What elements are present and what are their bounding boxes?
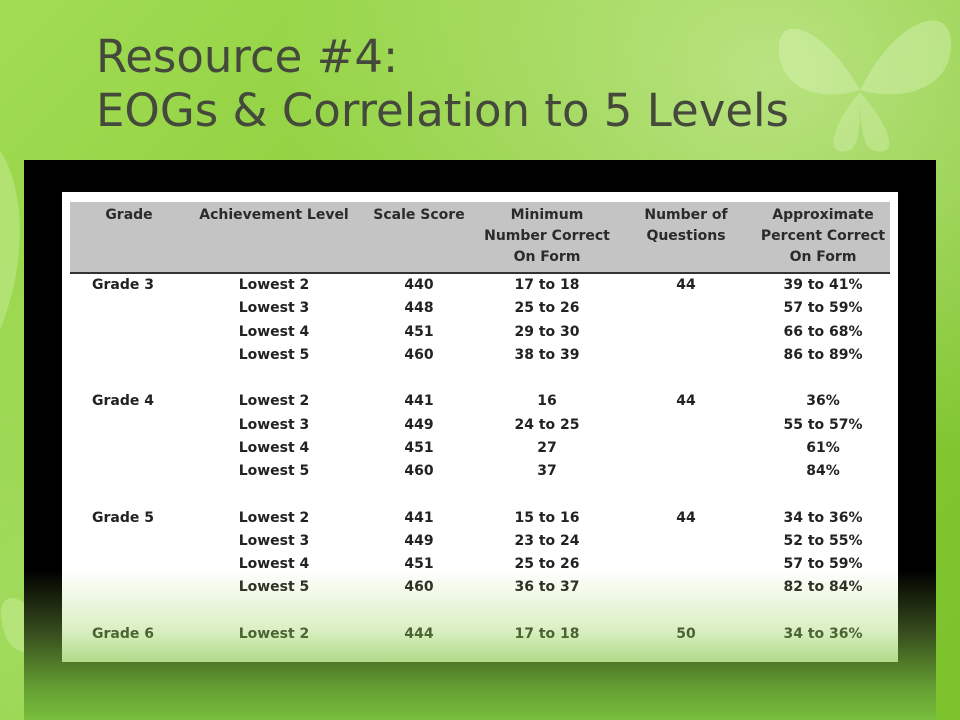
level-cell: Lowest 4 bbox=[238, 439, 310, 456]
table-row: Grade 4 Lowest 2 441 16 44 36% bbox=[70, 390, 890, 413]
level-cell: Lowest 5 bbox=[238, 579, 310, 596]
score-cell: 441 bbox=[404, 509, 434, 526]
minimum-cell: 25 to 26 bbox=[514, 300, 580, 317]
slide-title: Resource #4: EOGs & Correlation to 5 Lev… bbox=[96, 30, 789, 138]
table-row: Lowest 3 449 24 to 25 55 to 57% bbox=[70, 413, 890, 436]
group-spacer bbox=[70, 367, 890, 390]
level-cell: Lowest 3 bbox=[238, 416, 310, 433]
questions-cell: 44 bbox=[676, 277, 696, 294]
grade-cell: Grade 5 bbox=[92, 509, 154, 526]
score-cell: 451 bbox=[404, 439, 434, 456]
eog-table-sheet: Grade Achievement Level Scale Score Mini… bbox=[62, 192, 898, 662]
score-cell: 444 bbox=[404, 625, 434, 642]
header-minimum-correct: Minimum Number Correct On Form bbox=[478, 202, 616, 274]
minimum-cell: 25 to 26 bbox=[514, 556, 580, 573]
table-row: Grade 5 Lowest 2 441 15 to 16 44 34 to 3… bbox=[70, 506, 890, 529]
percent-cell: 52 to 55% bbox=[783, 532, 863, 549]
level-cell: Lowest 2 bbox=[238, 625, 310, 642]
questions-cell: 44 bbox=[676, 393, 696, 410]
percent-cell: 57 to 59% bbox=[783, 300, 863, 317]
minimum-cell: 24 to 25 bbox=[514, 416, 580, 433]
leaf-decoration bbox=[0, 150, 20, 330]
score-cell: 460 bbox=[404, 463, 434, 480]
grade-cell: Grade 4 bbox=[92, 393, 154, 410]
table-row: Lowest 4 451 25 to 26 57 to 59% bbox=[70, 553, 890, 576]
table-row: Lowest 4 451 27 61% bbox=[70, 437, 890, 460]
table-row: Lowest 5 460 38 to 39 86 to 89% bbox=[70, 344, 890, 367]
percent-cell: 82 to 84% bbox=[783, 579, 863, 596]
level-cell: Lowest 2 bbox=[238, 509, 310, 526]
table-row: Lowest 3 448 25 to 26 57 to 59% bbox=[70, 297, 890, 320]
score-cell: 451 bbox=[404, 556, 434, 573]
slide-title-line-2: EOGs & Correlation to 5 Levels bbox=[96, 84, 789, 137]
header-approximate-percent: Approximate Percent Correct On Form bbox=[756, 202, 890, 274]
grade-cell: Grade 3 bbox=[92, 277, 154, 294]
minimum-cell: 17 to 18 bbox=[514, 625, 580, 642]
header-number-of-questions: Number of Questions bbox=[616, 202, 756, 274]
percent-cell: 36% bbox=[806, 393, 840, 410]
header-grade: Grade bbox=[70, 202, 188, 274]
level-cell: Lowest 5 bbox=[238, 347, 310, 364]
slide-title-line-1: Resource #4: bbox=[96, 30, 399, 83]
percent-cell: 66 to 68% bbox=[783, 323, 863, 340]
minimum-cell: 27 bbox=[537, 439, 557, 456]
minimum-cell: 37 bbox=[537, 463, 557, 480]
header-achievement-level: Achievement Level bbox=[188, 202, 360, 274]
percent-cell: 39 to 41% bbox=[783, 277, 863, 294]
table-row: Lowest 5 460 36 to 37 82 to 84% bbox=[70, 576, 890, 599]
score-cell: 441 bbox=[404, 393, 434, 410]
score-cell: 449 bbox=[404, 532, 434, 549]
percent-cell: 84% bbox=[806, 463, 840, 480]
questions-cell: 50 bbox=[676, 625, 696, 642]
level-cell: Lowest 2 bbox=[238, 277, 310, 294]
percent-cell: 61% bbox=[806, 439, 840, 456]
score-cell: 449 bbox=[404, 416, 434, 433]
score-cell: 448 bbox=[404, 300, 434, 317]
level-cell: Lowest 3 bbox=[238, 532, 310, 549]
minimum-cell: 36 to 37 bbox=[514, 579, 580, 596]
minimum-cell: 23 to 24 bbox=[514, 532, 580, 549]
level-cell: Lowest 4 bbox=[238, 323, 310, 340]
minimum-cell: 29 to 30 bbox=[514, 323, 580, 340]
table-row: Lowest 3 449 23 to 24 52 to 55% bbox=[70, 530, 890, 553]
percent-cell: 86 to 89% bbox=[783, 347, 863, 364]
table-row: Lowest 4 451 29 to 30 66 to 68% bbox=[70, 321, 890, 344]
butterfly-decoration-right bbox=[778, 20, 952, 152]
group-spacer bbox=[70, 600, 890, 623]
score-cell: 460 bbox=[404, 347, 434, 364]
eog-levels-table: Grade Achievement Level Scale Score Mini… bbox=[70, 202, 890, 646]
level-cell: Lowest 3 bbox=[238, 300, 310, 317]
percent-cell: 57 to 59% bbox=[783, 556, 863, 573]
minimum-cell: 38 to 39 bbox=[514, 347, 580, 364]
group-spacer bbox=[70, 483, 890, 506]
level-cell: Lowest 4 bbox=[238, 556, 310, 573]
percent-cell: 55 to 57% bbox=[783, 416, 863, 433]
table-header-row: Grade Achievement Level Scale Score Mini… bbox=[70, 202, 890, 274]
level-cell: Lowest 5 bbox=[238, 463, 310, 480]
level-cell: Lowest 2 bbox=[238, 393, 310, 410]
percent-cell: 34 to 36% bbox=[783, 625, 863, 642]
table-row: Grade 6 Lowest 2 444 17 to 18 50 34 to 3… bbox=[70, 623, 890, 646]
percent-cell: 34 to 36% bbox=[783, 509, 863, 526]
table-row: Lowest 5 460 37 84% bbox=[70, 460, 890, 483]
questions-cell: 44 bbox=[676, 509, 696, 526]
score-cell: 451 bbox=[404, 323, 434, 340]
header-scale-score: Scale Score bbox=[360, 202, 478, 274]
grade-cell: Grade 6 bbox=[92, 625, 154, 642]
minimum-cell: 17 to 18 bbox=[514, 277, 580, 294]
score-cell: 440 bbox=[404, 277, 434, 294]
table-row: Grade 3 Lowest 2 440 17 to 18 44 39 to 4… bbox=[70, 273, 890, 297]
minimum-cell: 15 to 16 bbox=[514, 509, 580, 526]
minimum-cell: 16 bbox=[537, 393, 557, 410]
score-cell: 460 bbox=[404, 579, 434, 596]
